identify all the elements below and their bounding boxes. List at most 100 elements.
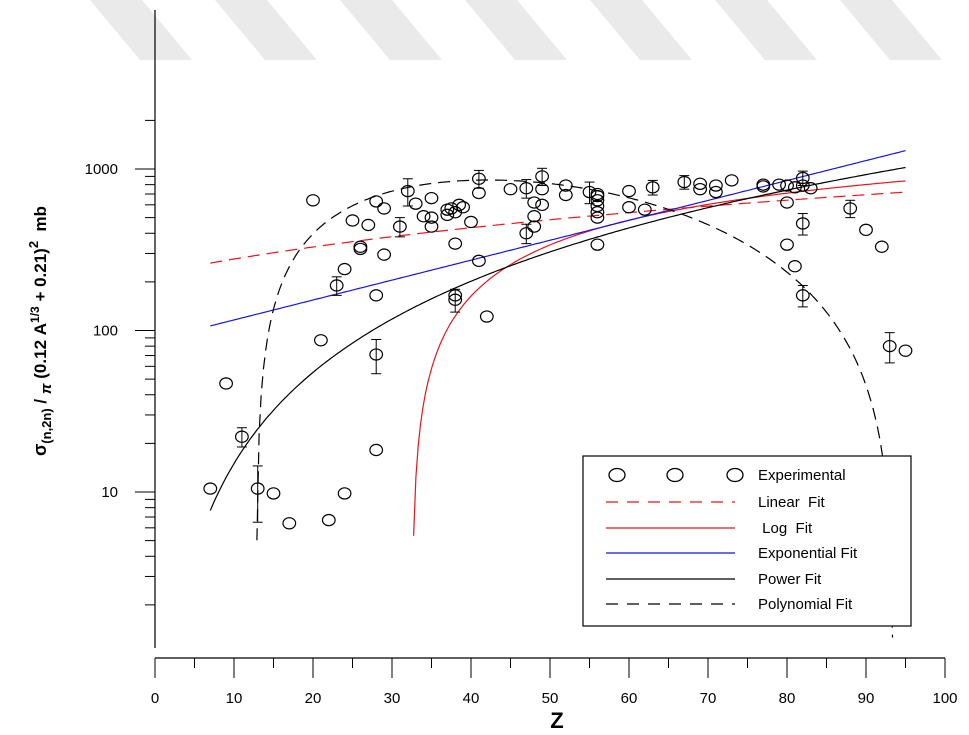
data-point — [408, 197, 423, 210]
legend-label: Exponential Fit — [758, 545, 858, 562]
data-point — [535, 182, 549, 196]
legend: Experimental Linear Fit Log Fit Exponentia… — [582, 455, 912, 627]
y-axis-title-part: (0.12 A — [31, 323, 50, 383]
data-point — [677, 175, 692, 189]
x-tick-label: 30 — [384, 690, 401, 707]
data-point — [452, 198, 467, 212]
x-tick-label: 0 — [151, 690, 159, 707]
data-point — [780, 238, 794, 251]
x-tick-label: 90 — [858, 690, 875, 707]
data-point — [519, 227, 534, 240]
data-point — [795, 179, 810, 192]
data-point — [282, 517, 297, 530]
data-point — [337, 262, 352, 276]
fit-curve-log — [413, 180, 906, 536]
data-point — [369, 348, 384, 361]
data-point — [874, 240, 889, 253]
data-point — [795, 171, 810, 185]
data-point — [788, 260, 802, 273]
watermark-stripe — [90, 0, 192, 60]
y-axis-title-part: σ — [30, 444, 50, 456]
x-tick-label: 20 — [305, 690, 322, 707]
data-point — [590, 211, 605, 224]
axes: 0 10 20 30 40 50 60 70 80 90 100 10 100 1000 — [85, 10, 958, 707]
data-point — [558, 179, 573, 192]
watermark-stripe — [215, 0, 317, 60]
data-point — [337, 487, 352, 500]
y-axis-title-part: π — [38, 383, 55, 394]
data-point — [203, 482, 218, 495]
data-point — [803, 182, 818, 195]
data-point — [590, 206, 605, 219]
y-axis-title: σ(n,2n) / π (0.12 A1/3 + 0.21)2 mb — [26, 206, 55, 456]
legend-box — [582, 455, 912, 627]
y-axis-title-part: mb — [31, 206, 50, 241]
data-point — [314, 334, 328, 347]
watermark-stripe — [465, 0, 567, 60]
data-point — [369, 289, 384, 302]
data-point — [582, 185, 597, 199]
data-point — [329, 279, 344, 292]
y-axis-title-part: + 0.21) — [31, 248, 50, 306]
y-tick-label: 10 — [101, 484, 118, 501]
data-point — [464, 215, 478, 229]
x-tick-label: 50 — [542, 690, 559, 707]
legend-label: Linear Fit — [758, 494, 826, 511]
data-point — [622, 201, 636, 214]
data-point — [353, 242, 368, 256]
y-axis-title-part: 2 — [26, 241, 41, 248]
y-axis-title-part: / — [31, 394, 50, 408]
data-point — [709, 179, 723, 192]
watermark-stripe — [840, 0, 942, 60]
data-point — [780, 196, 794, 209]
data-point — [756, 180, 771, 193]
data-point — [479, 310, 494, 323]
data-point — [219, 377, 234, 390]
x-tick-label: 100 — [932, 690, 957, 707]
x-tick-label: 80 — [779, 690, 796, 707]
data-point — [472, 186, 486, 200]
data-point — [361, 218, 376, 232]
data-point — [377, 248, 392, 261]
y-tick-label: 1000 — [85, 161, 118, 178]
x-tick-label: 40 — [463, 690, 480, 707]
data-point — [590, 189, 605, 203]
watermark-stripe — [590, 0, 692, 60]
legend-label: Log Fit — [758, 520, 813, 537]
data-point — [321, 513, 336, 527]
data-point — [772, 178, 786, 191]
watermark — [90, 0, 942, 60]
data-point — [503, 182, 518, 196]
data-point — [472, 254, 486, 268]
legend-label: Experimental — [758, 467, 846, 484]
legend-label: Power Fit — [758, 571, 822, 588]
data-point — [645, 181, 660, 194]
data-point — [377, 202, 392, 215]
y-axis-title-part: 1/3 — [28, 306, 42, 323]
data-point — [369, 443, 384, 457]
data-point — [843, 202, 858, 215]
data-point — [416, 210, 431, 223]
data-point — [527, 220, 542, 233]
experimental-points — [203, 167, 913, 530]
fit-curve-exponential — [210, 150, 906, 327]
data-point — [788, 181, 802, 194]
data-point — [535, 198, 549, 212]
data-point — [400, 184, 415, 198]
data-point — [535, 170, 549, 183]
data-point — [440, 208, 455, 222]
fit-curve-linear — [210, 191, 906, 264]
data-point — [393, 220, 407, 233]
data-point — [724, 174, 739, 187]
data-point — [693, 177, 707, 190]
data-point — [424, 220, 439, 233]
data-point — [859, 223, 873, 237]
data-point — [527, 210, 542, 223]
watermark-stripe — [340, 0, 442, 60]
data-point — [882, 339, 897, 353]
legend-marker-circle — [666, 467, 684, 483]
data-point — [472, 172, 486, 185]
data-point — [693, 182, 707, 196]
data-point — [456, 201, 471, 214]
